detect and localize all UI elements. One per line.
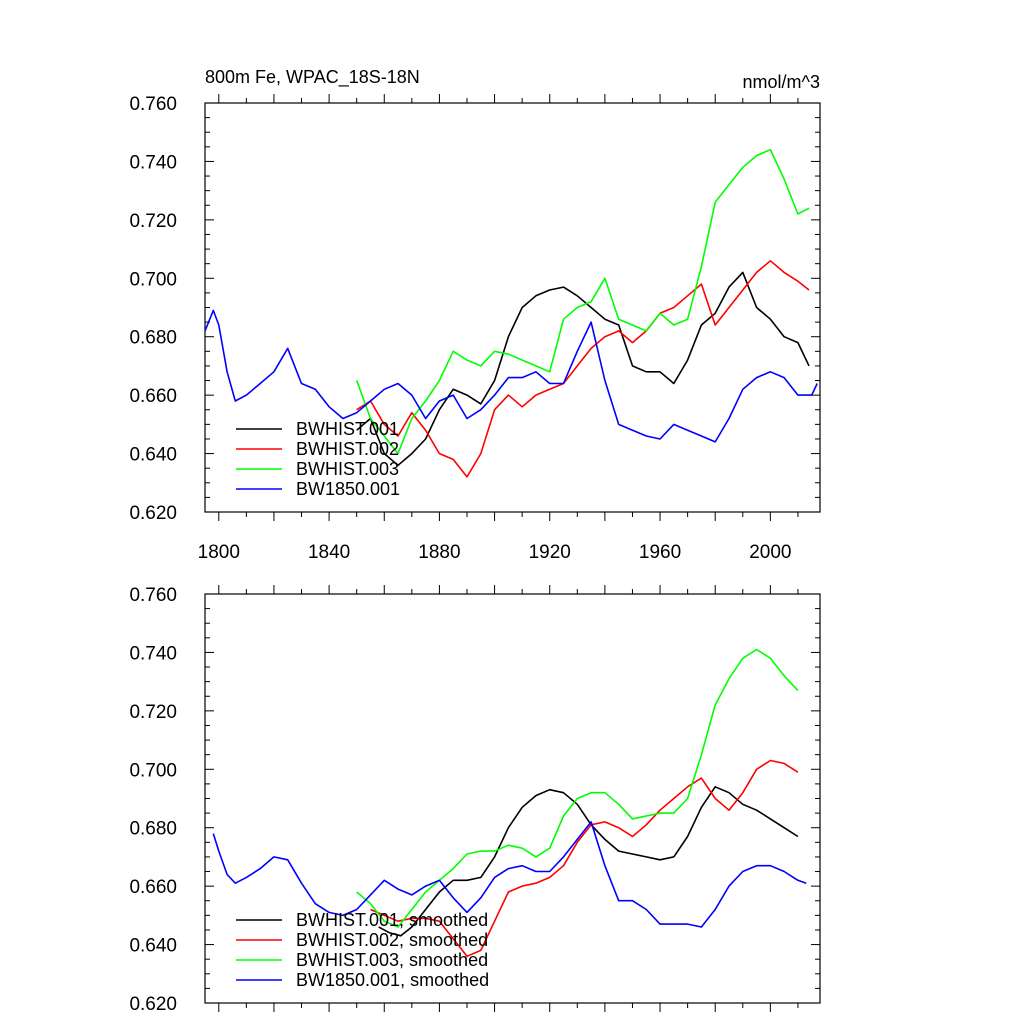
series-line-2 xyxy=(356,259,810,478)
y-tick-label: 0.620 xyxy=(129,503,177,524)
units-label: nmol/m^3 xyxy=(743,72,820,92)
legend-label-3: BWHIST.003 xyxy=(296,459,399,479)
x-tick-label: 1880 xyxy=(418,542,460,563)
y-tick-label: 0.740 xyxy=(129,643,177,664)
series-line-2 xyxy=(370,759,799,958)
legend-label-4: BW1850.001 xyxy=(296,479,400,499)
y-tick-label: 0.720 xyxy=(129,702,177,723)
legend-label-1: BWHIST.001, smoothed xyxy=(296,910,488,930)
legend-label-3: BWHIST.003, smoothed xyxy=(296,950,488,970)
y-tick-label: 0.660 xyxy=(129,877,177,898)
y-tick-label: 0.740 xyxy=(129,152,177,173)
legend-label-4: BW1850.001, smoothed xyxy=(296,970,489,990)
y-tick-label: 0.700 xyxy=(129,760,177,781)
legend-label-1: BWHIST.001 xyxy=(296,419,399,439)
series-line-4 xyxy=(212,821,807,928)
series-line-1 xyxy=(356,271,810,467)
legend-label-2: BWHIST.002, smoothed xyxy=(296,930,488,950)
y-tick-label: 0.640 xyxy=(129,445,177,466)
legend-label-2: BWHIST.002 xyxy=(296,439,399,459)
series-line-3 xyxy=(355,148,810,455)
y-tick-label: 0.620 xyxy=(129,994,177,1015)
chart-title: 800m Fe, WPAC_18S-18N xyxy=(205,67,420,88)
chart-panel-2: 0.620 0.640 0.660 0.680 0.700 0.720 0.740 0.760… xyxy=(129,585,821,1015)
series-line-4 xyxy=(204,309,818,443)
series-line-1 xyxy=(378,785,799,937)
chart-panel-1: 0.620 0.640 0.660 0.680 0.700 0.720 0.740 0.760… xyxy=(129,94,821,563)
y-tick-label: 0.720 xyxy=(129,211,177,232)
series-line-3 xyxy=(356,648,799,928)
x-tick-label: 1960 xyxy=(639,542,681,563)
y-tick-label: 0.680 xyxy=(129,328,177,349)
y-tick-label: 0.640 xyxy=(129,936,177,957)
x-tick-label: 2000 xyxy=(749,542,791,563)
y-tick-label: 0.660 xyxy=(129,386,177,407)
y-tick-label: 0.760 xyxy=(129,585,177,606)
x-tick-label: 1800 xyxy=(198,542,240,563)
x-tick-label: 1840 xyxy=(308,542,350,563)
y-tick-label: 0.680 xyxy=(129,819,177,840)
y-tick-label: 0.700 xyxy=(129,269,177,290)
x-tick-label: 1920 xyxy=(529,542,571,563)
y-tick-label: 0.760 xyxy=(129,94,177,115)
